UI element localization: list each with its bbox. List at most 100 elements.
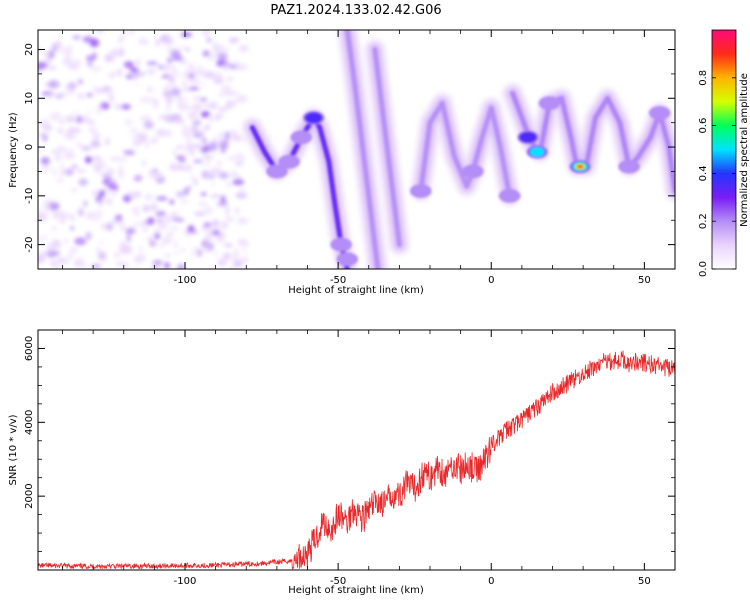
spectrogram-noise-blob — [241, 219, 250, 223]
spectrogram-noise-blob — [211, 219, 220, 229]
spectrogram-noise-blob — [195, 69, 204, 77]
colorbar-label: Normalized spectral amplitude — [739, 73, 750, 227]
spectrogram-noise-blob — [242, 256, 249, 265]
spectrogram-noise-blob — [194, 211, 206, 217]
spectrogram-noise-blob — [111, 218, 124, 225]
colorbar-tick-label: 0.2 — [698, 213, 709, 229]
spectrogram-peak — [266, 164, 288, 179]
spectrogram-noise-blob — [201, 30, 211, 37]
spectrogram-noise-blob — [188, 62, 196, 69]
spectrogram-noise-blob — [146, 205, 159, 211]
spectrogram-noise-blob — [204, 225, 215, 234]
spectrogram-noise-blob — [204, 233, 214, 242]
spectrogram-noise-blob — [134, 72, 147, 76]
spectrogram-noise-blob — [212, 41, 218, 50]
spectrogram-noise-blob — [230, 170, 237, 178]
spectrogram-noise-blob — [184, 125, 189, 132]
spectrogram-noise-blob — [234, 161, 244, 167]
y-tick-label: -20 — [24, 236, 35, 252]
spectrogram-noise-blob — [83, 200, 88, 208]
spectrogram-noise-blob — [227, 265, 237, 269]
spectrogram-noise-blob — [68, 247, 79, 254]
spectrogram-noise-blob — [184, 134, 193, 143]
spectrogram-peak — [330, 237, 353, 252]
spectrogram-noise-blob — [43, 202, 52, 211]
spectrogram-noise-blob — [157, 223, 169, 230]
spectrogram-noise-blob — [46, 93, 54, 100]
spectrogram-noise-blob — [227, 156, 237, 160]
spectrogram-noise-blob — [91, 163, 103, 168]
spectrogram-noise-blob — [238, 187, 247, 191]
spectrogram-noise-blob — [118, 36, 124, 43]
spectrogram-noise-blob — [52, 260, 59, 268]
spectrogram-noise-blob — [79, 93, 85, 100]
spectrogram-noise-blob — [152, 104, 159, 109]
spectrogram-noise-blob — [188, 86, 200, 91]
spectrogram-noise-blob — [124, 119, 133, 126]
spectrogram-noise-blob — [204, 206, 214, 214]
spectrogram-noise-blob — [201, 83, 207, 88]
spectrogram-noise-blob — [95, 30, 105, 35]
spectrogram-noise-blob — [208, 142, 216, 149]
spectrogram-noise-blob — [77, 169, 86, 173]
spectrogram-peak — [618, 159, 640, 174]
x-tick-label: -50 — [330, 576, 346, 587]
spectrogram-noise-blob — [39, 118, 51, 128]
spectrogram-y-ticks: -20 -10 0 10 20 — [24, 43, 675, 270]
spectrogram-noise-blob — [203, 248, 210, 254]
spectrogram-noise-blob — [119, 223, 127, 232]
spectrogram-noise-blob — [176, 145, 184, 150]
spectrogram-noise-blob — [61, 59, 73, 66]
spectrogram-noise-blob — [66, 254, 74, 259]
y-tick-label: 0 — [24, 144, 35, 150]
spectrogram-noise-blob — [147, 236, 154, 242]
spectrogram-noise-blob — [165, 104, 172, 111]
spectrogram-noise-blob — [182, 32, 193, 37]
spectrogram-noise-blob — [229, 130, 238, 137]
spectrogram-noise-blob — [123, 194, 132, 203]
spectrogram-noise-blob — [58, 171, 69, 176]
spectrogram-noise-blob — [132, 192, 137, 198]
spectrogram-noise-blob — [241, 249, 249, 253]
spectrogram-noise-blob — [187, 225, 195, 232]
spectrogram-noise-blob — [48, 80, 60, 89]
spectrogram-noise-blob — [202, 50, 210, 57]
spectrogram-noise-blob — [176, 190, 185, 198]
spectrogram-noise-blob — [80, 145, 92, 151]
spectrogram-peak — [538, 96, 561, 110]
spectrogram-noise-blob — [45, 243, 56, 251]
spectrogram-noise-blob — [165, 232, 175, 237]
spectrogram-noise-blob — [208, 174, 214, 178]
spectrogram-noise-blob — [172, 240, 179, 249]
spectrogram-noise-blob — [123, 150, 136, 156]
spectrogram-noise-blob — [183, 187, 189, 196]
spectrogram-noise-blob — [169, 226, 180, 231]
spectrogram-noise-blob — [170, 81, 178, 88]
spectrogram-noise-blob — [215, 239, 227, 243]
spectrogram-peak — [304, 112, 323, 124]
spectrogram-noise-blob — [203, 70, 210, 79]
spectrogram-noise-blob — [206, 37, 212, 43]
spectrogram-noise-blob — [58, 91, 68, 99]
spectrogram-noise-blob — [146, 61, 158, 65]
spectrogram-noise-blob — [208, 169, 219, 176]
spectrogram-noise-blob — [199, 97, 207, 102]
spectrogram-noise-blob — [90, 66, 103, 72]
spectrogram-noise-blob — [142, 204, 149, 213]
spectrogram-noise-blob — [165, 253, 170, 258]
spectrogram-noise-blob — [72, 35, 81, 40]
spectrogram-noise-blob — [201, 138, 207, 143]
spectrogram-noise-blob — [63, 151, 76, 160]
spectrogram-noise-blob — [171, 87, 181, 97]
spectrogram-noise-blob — [85, 232, 92, 241]
spectrogram-noise-blob — [172, 218, 185, 222]
spectrogram-noise-blob — [133, 81, 139, 86]
spectrogram-noise-blob — [210, 51, 218, 59]
spectrogram-peak — [498, 189, 521, 203]
spectrogram-noise-blob — [235, 192, 248, 199]
spectrogram-peak — [648, 106, 671, 120]
spectrogram-noise-blob — [135, 190, 142, 198]
spectrogram-noise-blob — [107, 222, 113, 231]
spectrogram-noise-blob — [177, 263, 186, 269]
